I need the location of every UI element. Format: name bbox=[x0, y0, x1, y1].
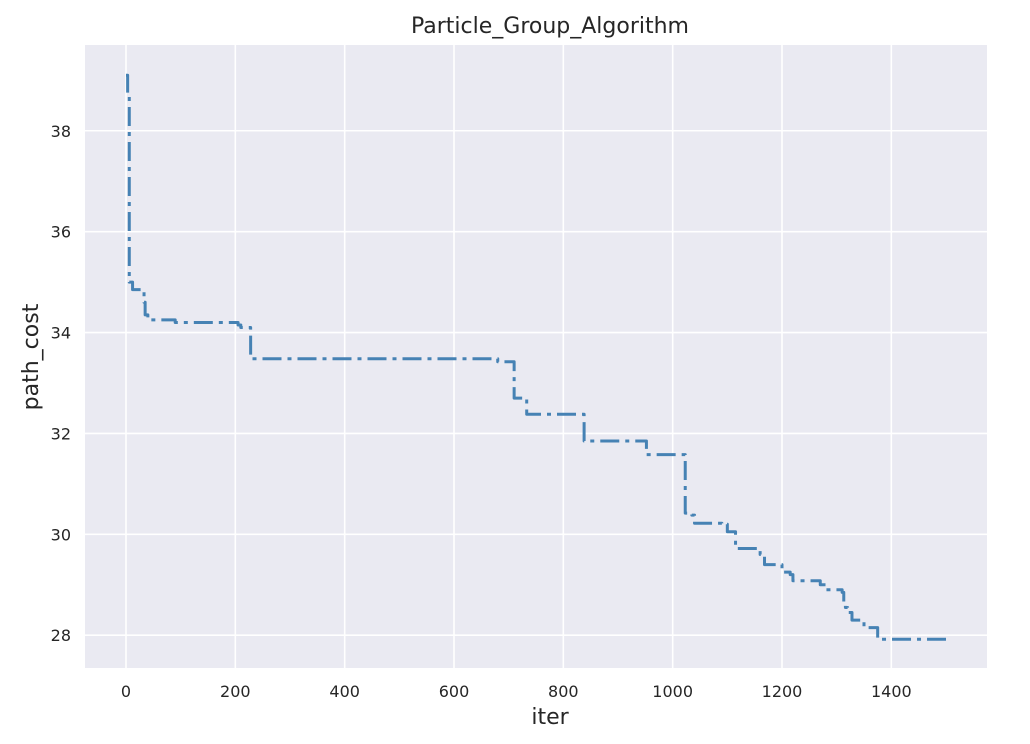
series-line bbox=[126, 73, 946, 641]
grid bbox=[85, 45, 987, 668]
x-tick-label: 0 bbox=[121, 682, 131, 701]
y-tick-label: 32 bbox=[51, 424, 71, 443]
y-tick-label: 38 bbox=[51, 122, 71, 141]
x-tick-label: 800 bbox=[548, 682, 579, 701]
y-tick-label: 36 bbox=[51, 223, 71, 242]
x-tick-label: 1000 bbox=[652, 682, 693, 701]
x-tick-label: 400 bbox=[329, 682, 360, 701]
plot-background bbox=[85, 45, 987, 668]
y-tick-label: 28 bbox=[51, 626, 71, 645]
x-tick-label: 200 bbox=[220, 682, 251, 701]
y-tick-label: 30 bbox=[51, 525, 71, 544]
x-axis-label: iter bbox=[531, 705, 569, 730]
chart-title: Particle_Group_Algorithm bbox=[411, 14, 689, 39]
x-tick-label: 1200 bbox=[762, 682, 803, 701]
x-tick-label: 600 bbox=[439, 682, 470, 701]
series-layer bbox=[126, 73, 946, 641]
x-ticks: 0 200 400 600 800 1000 1200 1400 bbox=[121, 682, 912, 701]
y-ticks: 28 30 32 34 36 38 bbox=[51, 122, 71, 645]
x-tick-label: 1400 bbox=[871, 682, 912, 701]
y-axis-label: path_cost bbox=[19, 303, 44, 410]
y-tick-label: 34 bbox=[51, 324, 71, 343]
